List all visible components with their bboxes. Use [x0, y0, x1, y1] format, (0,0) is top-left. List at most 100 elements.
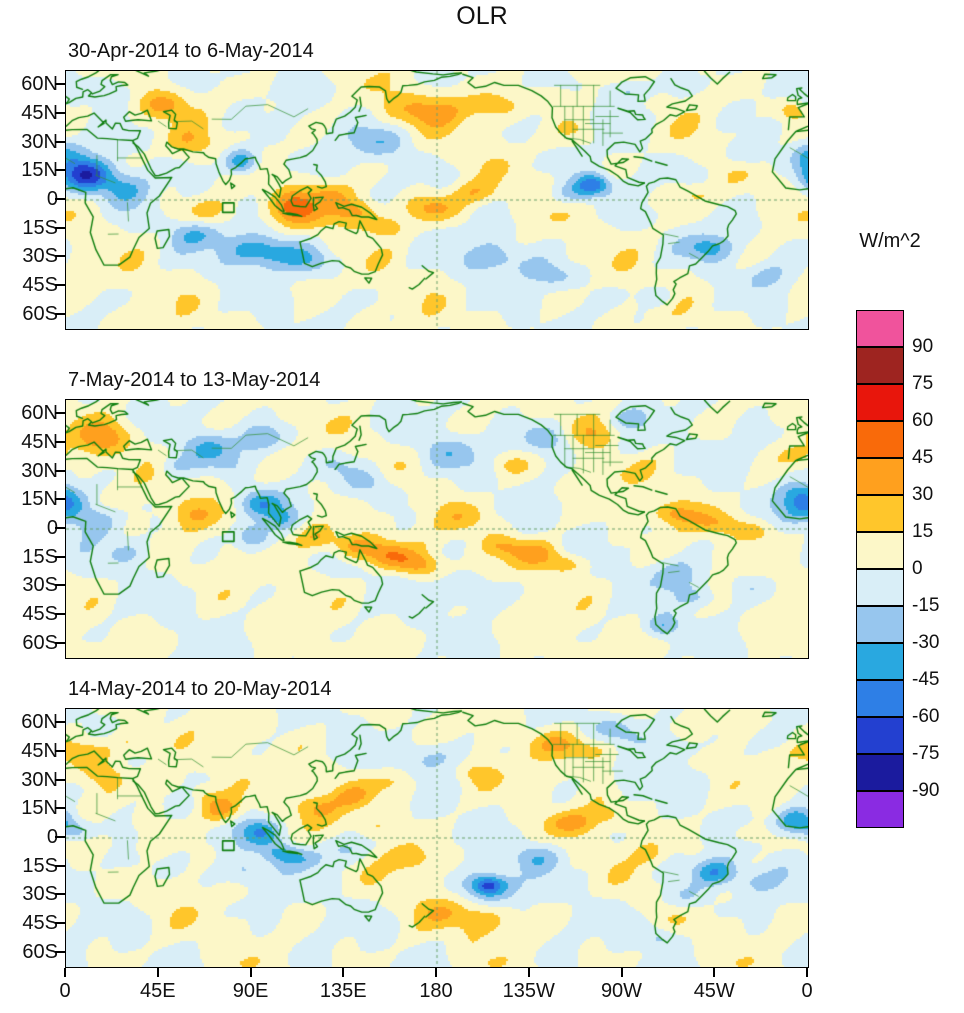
lat-tick-label: 45S — [22, 603, 58, 625]
panel-2-subtitle: 7-May-2014 to 13-May-2014 — [68, 369, 321, 391]
lon-tick-label: 90E — [232, 980, 269, 1002]
lat-tick-mark — [55, 441, 65, 443]
lon-tick-label: 135E — [319, 980, 367, 1002]
colorbar-label: -90 — [912, 780, 940, 801]
lat-tick-mark — [55, 750, 65, 752]
lat-tick-mark — [55, 555, 65, 558]
colorbar-box — [856, 754, 904, 791]
lon-tick-mark — [620, 968, 623, 977]
lat-tick-mark — [55, 613, 65, 615]
lon-tick-mark — [806, 968, 808, 977]
lat-tick-mark — [55, 140, 65, 143]
lat-tick-label: 60S — [22, 631, 58, 654]
colorbar-label: -15 — [912, 595, 940, 616]
lat-tick-label: 15N — [21, 797, 58, 820]
colorbar-label: 45 — [912, 447, 934, 468]
lon-tick-label: 180 — [419, 980, 453, 1002]
lon-tick-mark — [249, 968, 252, 977]
colorbar-box — [856, 791, 904, 828]
colorbar-box — [856, 310, 904, 347]
colorbar-label: 60 — [912, 410, 934, 431]
lon-tick-mark — [527, 968, 530, 977]
lat-tick-label: 15N — [21, 159, 58, 182]
colorbar-box — [856, 643, 904, 680]
lat-tick-label: 0 — [46, 188, 58, 210]
colorbar-units-label: W/m^2 — [859, 230, 921, 252]
lat-tick-mark — [55, 950, 65, 953]
map-panel-3-canvas — [66, 709, 808, 967]
lat-tick-mark — [55, 498, 65, 501]
colorbar-label: -75 — [912, 743, 940, 764]
lon-tick-mark — [435, 968, 437, 977]
lon-tick-label: 135W — [502, 980, 555, 1002]
lat-tick-label: 45S — [22, 912, 58, 934]
map-panel-3 — [65, 708, 809, 968]
lat-tick-mark — [55, 864, 65, 867]
lon-tick-mark — [713, 968, 716, 977]
lat-tick-mark — [55, 412, 65, 415]
lon-tick-label: 0 — [59, 980, 71, 1002]
colorbar-label: 15 — [912, 521, 934, 542]
lat-tick-mark — [55, 836, 65, 838]
lat-tick-label: 30S — [22, 883, 58, 906]
lat-tick-mark — [55, 922, 65, 924]
lon-tick-label: 45E — [139, 980, 176, 1002]
colorbar-label: 30 — [912, 484, 934, 505]
lat-tick-label: 0 — [46, 826, 58, 848]
lat-tick-mark — [55, 169, 65, 172]
lat-tick-mark — [55, 893, 65, 896]
lat-tick-label: 30N — [21, 130, 58, 153]
lat-tick-label: 15N — [21, 488, 58, 511]
lon-tick-label: 0 — [801, 980, 813, 1002]
lat-tick-label: 30N — [21, 459, 58, 482]
lat-tick-label: 30S — [22, 574, 58, 597]
lat-tick-mark — [55, 312, 65, 315]
colorbar-box — [856, 717, 904, 754]
lat-tick-mark — [55, 721, 65, 724]
lat-tick-label: 15S — [22, 545, 58, 568]
lat-tick-mark — [55, 807, 65, 810]
colorbar-box — [856, 495, 904, 532]
lat-tick-mark — [55, 255, 65, 258]
colorbar-box — [856, 347, 904, 384]
lat-tick-mark — [55, 284, 65, 286]
lat-tick-label: 60S — [22, 302, 58, 325]
lat-tick-label: 45N — [21, 740, 58, 762]
colorbar-label: -45 — [912, 669, 940, 690]
lat-tick-label: 60S — [22, 940, 58, 963]
lat-tick-label: 30N — [21, 768, 58, 791]
lat-tick-mark — [55, 584, 65, 587]
lat-tick-mark — [55, 469, 65, 472]
lat-tick-mark — [55, 198, 65, 200]
colorbar-box — [856, 384, 904, 421]
lat-tick-mark — [55, 778, 65, 781]
lat-tick-mark — [55, 641, 65, 644]
lat-tick-label: 60N — [21, 73, 58, 96]
lat-tick-mark — [55, 527, 65, 529]
lon-tick-mark — [64, 968, 66, 977]
lat-tick-mark — [55, 226, 65, 229]
chart-title: OLR — [456, 2, 508, 30]
panel-3-subtitle: 14-May-2014 to 20-May-2014 — [68, 678, 332, 700]
lon-tick-label: 90W — [600, 980, 643, 1002]
lat-tick-label: 60N — [21, 402, 58, 425]
colorbar-label: -60 — [912, 706, 940, 727]
map-panel-1-canvas — [66, 71, 808, 329]
lat-tick-label: 45N — [21, 431, 58, 453]
colorbar-box — [856, 532, 904, 569]
lat-tick-label: 0 — [46, 517, 58, 539]
colorbar-box — [856, 421, 904, 458]
colorbar-box — [856, 606, 904, 643]
lat-tick-label: 30S — [22, 245, 58, 268]
lat-tick-label: 15S — [22, 216, 58, 239]
panel-1-subtitle: 30-Apr-2014 to 6-May-2014 — [68, 40, 314, 62]
lat-tick-mark — [55, 83, 65, 86]
lat-tick-label: 60N — [21, 711, 58, 734]
lat-tick-mark — [55, 112, 65, 114]
colorbar-label: 90 — [912, 336, 934, 357]
lon-tick-label: 45W — [693, 980, 735, 1002]
colorbar-label: -30 — [912, 632, 940, 653]
colorbar-label: 0 — [912, 558, 923, 579]
lat-tick-label: 45N — [21, 102, 58, 124]
